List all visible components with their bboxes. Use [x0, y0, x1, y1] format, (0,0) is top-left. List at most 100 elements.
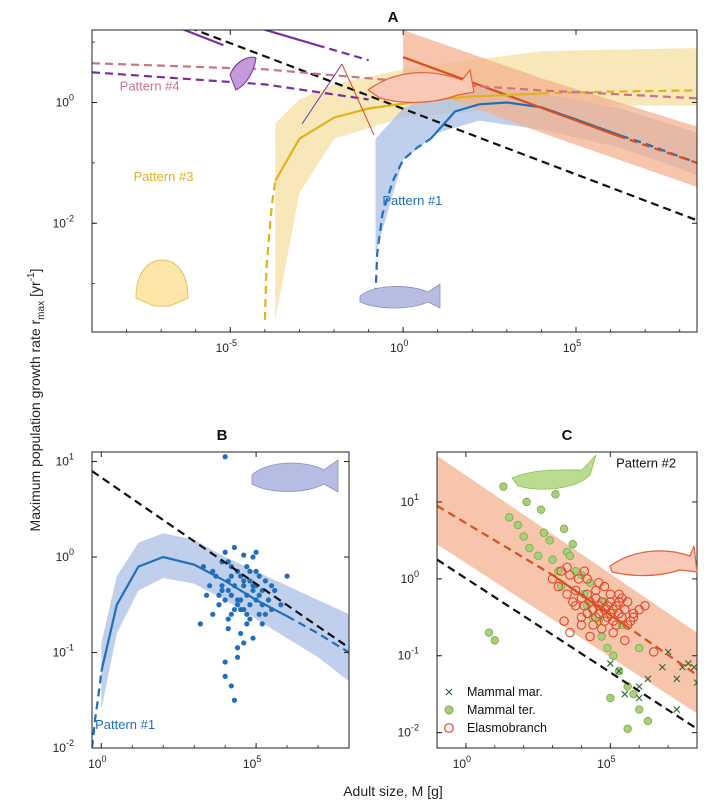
data-point — [222, 549, 228, 555]
y-axis-label: Maximum population growth rate rmax [yr-1… — [26, 269, 47, 532]
series-line-8 — [541, 89, 697, 95]
data-point — [203, 592, 210, 598]
series-line-14 — [92, 71, 369, 101]
data-point — [262, 578, 268, 584]
elasmobranch-point — [570, 601, 581, 611]
series-line-5 — [617, 134, 697, 164]
y-axis-label-main: Maximum population growth rate r — [27, 319, 43, 531]
data-point — [284, 573, 290, 579]
legend-label: Mammal mar. — [467, 685, 543, 699]
series-line-11 — [316, 44, 369, 62]
data-point — [231, 697, 238, 703]
cod-icon-b — [251, 459, 339, 493]
data-point — [228, 611, 234, 617]
series-line-4 — [402, 56, 618, 137]
axes-frame — [436, 451, 698, 749]
elasmobranch-point — [562, 562, 572, 573]
data-point — [241, 578, 247, 584]
y-axis-label-unit-close: ] — [27, 269, 43, 273]
data-point — [197, 621, 203, 627]
y-axis-label-sub: max — [36, 301, 47, 320]
arrow-to-red — [341, 63, 375, 136]
scallop-icon — [135, 259, 189, 307]
data-point — [250, 554, 256, 560]
pattern-annotation: Pattern #3 — [133, 169, 193, 184]
mammal-ter-point — [490, 636, 499, 645]
pattern-annotation: Pattern #1 — [382, 193, 442, 208]
series-line-12 — [181, 30, 224, 47]
cod-icon — [359, 283, 441, 309]
mammal-ter-point — [629, 689, 638, 699]
data-point — [231, 544, 238, 551]
mammal-ter-point — [548, 555, 557, 564]
data-point — [222, 597, 228, 603]
elasmobranch-point — [648, 647, 659, 657]
mammal-ter-point — [522, 497, 531, 507]
mammal-mar-point — [679, 663, 686, 671]
mammal-ter-point — [559, 524, 569, 534]
x-tick-label: 100 — [453, 754, 471, 771]
y-tick-label: 100 — [401, 569, 419, 586]
data-point — [256, 573, 262, 579]
mammal-ter-point — [539, 528, 549, 537]
silhouettes — [135, 56, 698, 577]
elasmobranch-point — [594, 577, 604, 588]
series-line-2 — [374, 137, 432, 296]
data-point — [241, 583, 247, 589]
elasmobranch-point — [576, 620, 587, 630]
mammal-mar-point — [635, 694, 643, 702]
series-line-1 — [100, 555, 288, 672]
mammal-mar-point — [658, 663, 666, 671]
x-tick-label: 100 — [390, 338, 408, 355]
elasmobranch-point — [570, 585, 581, 596]
panel-c-title: C — [562, 427, 573, 444]
y-tick-label: 10-2 — [53, 213, 74, 230]
data-point — [265, 597, 272, 603]
data-point — [225, 616, 231, 622]
elasmobranch-point — [559, 616, 569, 626]
mammal-mar-point — [615, 667, 623, 675]
data-point — [256, 592, 262, 598]
data-point — [244, 621, 250, 627]
mammal-mar-point — [673, 675, 681, 683]
data-point — [244, 563, 250, 570]
series-line-7 — [263, 180, 277, 320]
data-point — [219, 583, 225, 589]
legend-marker — [445, 688, 453, 696]
data-point — [241, 552, 247, 558]
x-tick-label: 100 — [88, 754, 106, 771]
elasmobranch-point — [617, 593, 627, 603]
panel-a-title: A — [388, 9, 399, 26]
mammal-ter-point — [554, 566, 563, 576]
y-tick-label: 10-1 — [53, 643, 74, 660]
elasmobranch-point — [562, 589, 572, 599]
mammal-mar-point — [606, 660, 614, 667]
mammal-ter-point — [635, 705, 644, 714]
confidence-band-0 — [101, 533, 349, 710]
pattern-annotation: Pattern #1 — [95, 717, 155, 732]
legend-marker — [444, 723, 454, 733]
data-point — [250, 587, 256, 594]
x-axis-label: Adult size, M [g] — [343, 783, 443, 799]
mammal-ter-point — [505, 513, 514, 522]
data-point — [228, 573, 234, 579]
y-tick-label: 10-1 — [398, 646, 419, 663]
y-axis-label-exp: -1 — [26, 272, 37, 281]
confidence-band-0 — [275, 48, 697, 320]
elasmobranch-point — [596, 624, 607, 634]
series-line-2 — [92, 671, 103, 748]
legend-label: Mammal ter. — [467, 703, 536, 717]
series-line-3 — [286, 615, 349, 654]
data-point — [216, 602, 222, 608]
data-point — [247, 616, 253, 622]
elasmobranch-point — [620, 635, 630, 646]
mammal-ter-point — [643, 716, 653, 726]
mammal-ter-point — [551, 490, 560, 499]
elasmobranch-point — [585, 631, 595, 642]
data-point — [268, 583, 275, 589]
mammal-mar-point — [664, 648, 672, 656]
pattern-annotation: Pattern #4 — [120, 78, 180, 93]
data-point — [225, 587, 231, 594]
mammal-ter-point — [597, 632, 606, 641]
